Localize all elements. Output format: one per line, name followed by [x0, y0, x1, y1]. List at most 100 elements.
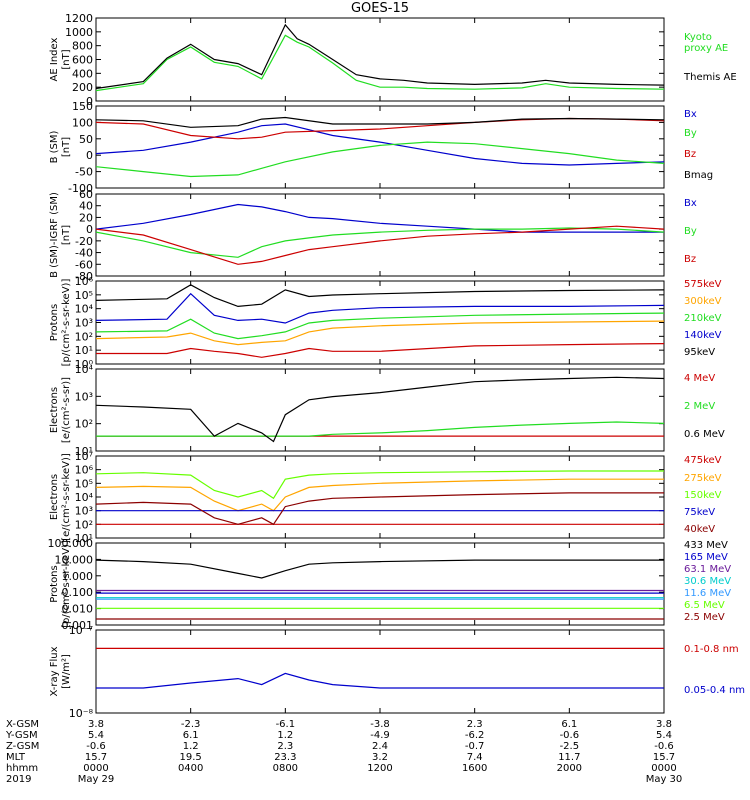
legend-label: 300keV — [684, 296, 722, 307]
legend-label: 75keV — [684, 507, 715, 518]
panel-frame — [95, 629, 665, 714]
y-tick-label: 10⁴ — [75, 303, 94, 316]
legend-label: 2.5 MeV — [684, 612, 725, 623]
y-tick-label: -50 — [75, 166, 93, 179]
time-row-label: hhmm — [6, 763, 38, 774]
series-line — [96, 343, 665, 358]
y-tick-label: 600 — [72, 54, 93, 67]
y-tick-label: 0 — [86, 223, 93, 236]
time-row-value: -3.8 — [370, 719, 390, 730]
y-tick-label: 1.000 — [62, 570, 94, 583]
time-row-value: 3.8 — [88, 719, 104, 730]
time-row-value: 5.4 — [656, 730, 672, 741]
time-row-value: 6.1 — [561, 719, 577, 730]
y-axis-unit: [e/(cm²-s-sr)] — [61, 377, 72, 443]
y-axis-label: Protons — [49, 304, 60, 341]
y-tick-label: 10¹ — [75, 344, 93, 357]
time-row-value: -2.5 — [560, 741, 580, 752]
legend-label: 40keV — [684, 524, 715, 535]
y-tick-label: 10² — [75, 418, 93, 431]
time-row-label: X-GSM — [6, 719, 39, 730]
y-tick-label: 10⁶ — [75, 464, 94, 477]
y-tick-label: 50 — [79, 133, 93, 146]
panel-frame — [95, 542, 665, 626]
legend-label: 2 MeV — [684, 401, 715, 412]
y-tick-label: 10.000 — [55, 553, 94, 566]
y-tick-label: 10³ — [75, 317, 93, 330]
time-row-value: 7.4 — [467, 752, 483, 763]
y-tick-label: 200 — [72, 81, 93, 94]
y-tick-label: 10¹ — [75, 445, 93, 458]
y-tick-label: 0.001 — [62, 619, 94, 632]
y-tick-label: 0 — [86, 95, 93, 108]
y-tick-label: 0.010 — [62, 603, 94, 616]
panel-frame — [95, 193, 665, 277]
series-line — [95, 225, 665, 265]
y-tick-label: 10² — [75, 518, 93, 531]
time-row-value: 0000 — [651, 763, 676, 774]
time-row-label: Y-GSM — [5, 730, 38, 741]
time-row-value: -4.9 — [370, 730, 390, 741]
y-tick-label: 10⁶ — [75, 275, 94, 288]
y-tick-label: 10⁰ — [75, 358, 94, 371]
y-tick-label: 800 — [72, 40, 93, 53]
time-row-value: -0.6 — [560, 730, 580, 741]
legend-label: Bmag — [684, 170, 713, 181]
y-tick-label: 60 — [79, 188, 93, 201]
y-axis-label: X-ray Flux — [49, 646, 60, 696]
time-row-value: 3.8 — [656, 719, 672, 730]
legend-label: 275keV — [684, 473, 722, 484]
legend-label: Bx — [684, 198, 697, 209]
time-row-value: 15.7 — [85, 752, 107, 763]
date-end-label: May 30 — [646, 774, 683, 785]
series-line — [95, 117, 665, 140]
series-line — [95, 34, 665, 92]
legend-label: 433 MeV — [684, 540, 728, 551]
y-tick-label: -100 — [68, 182, 93, 195]
time-row-value: -0.6 — [86, 741, 106, 752]
series-line — [95, 559, 664, 579]
time-row-value: 15.7 — [653, 752, 675, 763]
time-row-value: 0000 — [83, 763, 108, 774]
legend-label: Kyoto — [684, 32, 712, 43]
series-line — [95, 284, 665, 308]
legend-label: 575keV — [684, 279, 722, 290]
y-axis-unit: [nT] — [61, 137, 72, 157]
y-axis-label: Electrons — [49, 387, 60, 433]
y-tick-label: -20 — [75, 235, 93, 248]
y-tick-label: 1200 — [65, 12, 93, 25]
series-line — [95, 312, 665, 340]
y-tick-label: 10⁻⁷ — [69, 624, 93, 637]
legend-label: 95keV — [684, 347, 715, 358]
legend-label: 4 MeV — [684, 373, 715, 384]
y-tick-label: 20 — [79, 211, 93, 224]
y-tick-label: 10³ — [75, 505, 93, 518]
series-line — [96, 421, 665, 437]
y-tick-label: 100.000 — [48, 537, 94, 550]
time-row-label: MLT — [6, 752, 26, 763]
y-axis-label: Electrons — [49, 474, 60, 520]
time-row-value: 5.4 — [88, 730, 104, 741]
y-tick-label: 10⁷ — [75, 450, 93, 463]
time-row-value: -6.2 — [465, 730, 485, 741]
time-row-value: 11.7 — [558, 752, 580, 763]
time-row-value: -6.1 — [276, 719, 296, 730]
time-row-value: 1.2 — [183, 741, 199, 752]
legend-label: 6.5 MeV — [684, 600, 725, 611]
time-row-value: 0400 — [178, 763, 203, 774]
series-line — [95, 116, 665, 128]
time-row-value: -2.3 — [181, 719, 201, 730]
series-line — [95, 123, 665, 166]
series-line — [95, 470, 664, 500]
y-axis-unit: [nT] — [61, 225, 72, 245]
series-line — [95, 376, 665, 443]
y-tick-label: -60 — [75, 258, 93, 271]
chart-title: GOES-15 — [350, 1, 409, 16]
y-axis-label: B (SM)-IGRF (SM) — [49, 192, 60, 278]
y-tick-label: 1000 — [65, 26, 93, 39]
time-row-value: 2.3 — [277, 741, 293, 752]
y-axis-unit: [e/(cm²-s-sr-keV)] — [61, 453, 72, 541]
legend-label: Bx — [684, 109, 697, 120]
y-tick-label: 10¹ — [75, 532, 93, 545]
